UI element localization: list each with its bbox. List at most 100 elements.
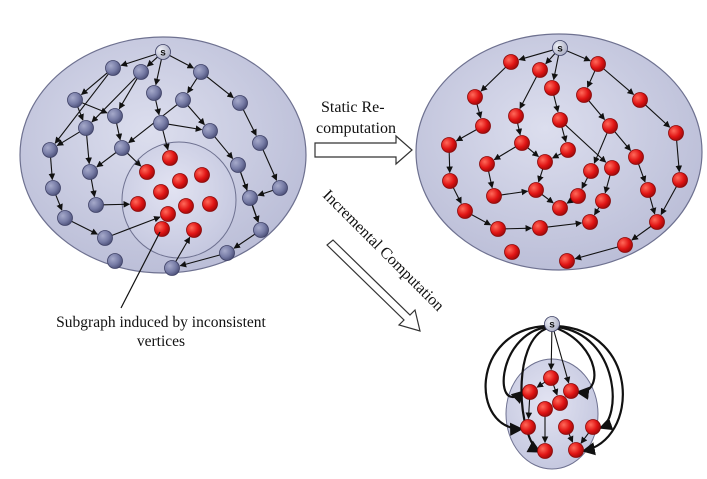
caption-line1: Subgraph induced by inconsistent	[56, 314, 266, 331]
left-source-label: s	[160, 48, 166, 59]
bottom-edge-0	[547, 331, 555, 371]
left-inconsistent-vertex-32	[130, 196, 146, 212]
incremental-loop-edge-2	[520, 326, 549, 453]
left-inconsistent-vertex-31	[153, 184, 169, 200]
incremental-loop-edge-5	[555, 326, 596, 400]
left-consistent-vertex-5	[146, 85, 162, 101]
left-consistent-vertex-2	[133, 64, 149, 80]
right-inconsistent-vertex-3	[590, 56, 606, 72]
right-edge-38	[565, 124, 607, 163]
right-edge-5	[519, 76, 538, 110]
right-edge-36	[574, 246, 618, 261]
left-consistent-vertex-16	[230, 157, 246, 173]
left-consistent-vertex-9	[78, 120, 94, 136]
left-edge-30	[162, 130, 170, 151]
right-edge-35	[547, 220, 583, 228]
right-inconsistent-vertex-7	[632, 92, 648, 108]
bottom-edge-3	[552, 384, 559, 396]
left-edge-21	[257, 189, 274, 197]
bottom-inconsistent-vertex-1	[543, 370, 559, 386]
edges-group	[48, 49, 683, 444]
left-edge-8	[77, 106, 84, 121]
right-inconsistent-vertex-20	[640, 182, 656, 198]
left-edge-10	[187, 105, 205, 126]
left-edge-25	[71, 220, 98, 235]
right-edge-33	[631, 225, 652, 241]
left-edge-2	[169, 55, 195, 69]
left-inconsistent-vertex-36	[154, 221, 170, 237]
caption-pointer-line	[120, 231, 161, 309]
left-consistent-vertex-8	[107, 108, 123, 124]
left-edge-14	[168, 123, 203, 132]
right-edge-12	[515, 123, 523, 136]
right-inconsistent-vertex-16	[628, 149, 644, 165]
static-recomputation-arrow	[314, 134, 413, 166]
right-inconsistent-vertex-14	[668, 125, 684, 141]
bottom-source-label: s	[549, 320, 555, 331]
left-inconsistent-vertex-27	[162, 150, 178, 166]
right-inconsistent-vertex-12	[441, 137, 457, 153]
right-inconsistent-vertex-30	[582, 214, 598, 230]
left-edge-16	[48, 157, 56, 181]
right-inconsistent-vertex-22	[583, 163, 599, 179]
right-edge-2	[566, 50, 591, 62]
static-label-line1: Static Re-	[321, 99, 385, 116]
right-inconsistent-vertex-9	[475, 118, 491, 134]
left-consistent-vertex-7	[232, 95, 248, 111]
bottom-inconsistent-vertex-9	[537, 443, 553, 459]
left-edge-31	[127, 152, 142, 167]
left-consistent-vertex-21	[57, 210, 73, 226]
left-edge-17	[96, 152, 117, 168]
vertices-group: s s s	[42, 40, 688, 459]
right-edge-32	[660, 186, 677, 216]
right-inconsistent-vertex-2	[532, 62, 548, 78]
left-edge-28	[179, 254, 220, 268]
left-edge-6	[206, 76, 234, 99]
right-edge-28	[541, 194, 554, 204]
right-inconsistent-vertex-26	[595, 193, 611, 209]
left-inconsistent-vertex-30	[194, 167, 210, 183]
left-source-vertex	[155, 44, 171, 60]
left-inconsistent-vertex-34	[202, 196, 218, 212]
left-inconsistent-vertex-35	[160, 206, 176, 222]
right-inconsistent-vertex-6	[576, 87, 592, 103]
left-consistent-vertex-23	[97, 230, 113, 246]
bottom-inconsistent-vertex-7	[558, 419, 574, 435]
right-inconsistent-vertex-5	[544, 80, 560, 96]
bottom-edge-8	[567, 433, 574, 443]
right-edge-34	[505, 225, 533, 232]
right-edge-0	[518, 49, 553, 62]
right-edge-1	[545, 53, 556, 65]
left-edge-5	[118, 78, 138, 110]
right-source-label: s	[557, 44, 563, 55]
left-inconsistent-vertex-37	[186, 222, 202, 238]
right-source-vertex	[552, 40, 568, 56]
right-inconsistent-vertex-33	[532, 220, 548, 236]
left-consistent-vertex-20	[242, 190, 258, 206]
right-inconsistent-vertex-24	[528, 182, 544, 198]
right-inconsistent-vertex-29	[672, 172, 688, 188]
left-consistent-vertex-13	[114, 140, 130, 156]
left-consistent-vertex-25	[107, 253, 123, 269]
right-inconsistent-vertex-1	[503, 54, 519, 70]
left-edge-35	[91, 76, 137, 123]
left-edge-26	[233, 233, 256, 249]
left-edge-0	[120, 53, 157, 67]
left-edge-1	[146, 56, 158, 67]
right-edge-22	[452, 187, 462, 204]
right-edge-23	[501, 188, 529, 196]
left-edge-19	[90, 179, 97, 198]
bottom-inconsistent-vertex-6	[520, 419, 536, 435]
bottom-inconsistent-vertex-4	[537, 401, 553, 417]
right-edge-19	[487, 171, 495, 189]
right-edge-14	[561, 127, 568, 143]
right-edge-31	[471, 214, 492, 226]
right-inconsistent-vertex-21	[537, 154, 553, 170]
right-inconsistent-vertex-10	[552, 112, 568, 128]
bottom-inconsistent-vertex-3	[563, 383, 579, 399]
bottom-edge-6	[525, 399, 533, 420]
right-inconsistent-vertex-28	[457, 203, 473, 219]
right-inconsistent-vertex-32	[490, 221, 506, 237]
right-edge-25	[537, 168, 544, 183]
